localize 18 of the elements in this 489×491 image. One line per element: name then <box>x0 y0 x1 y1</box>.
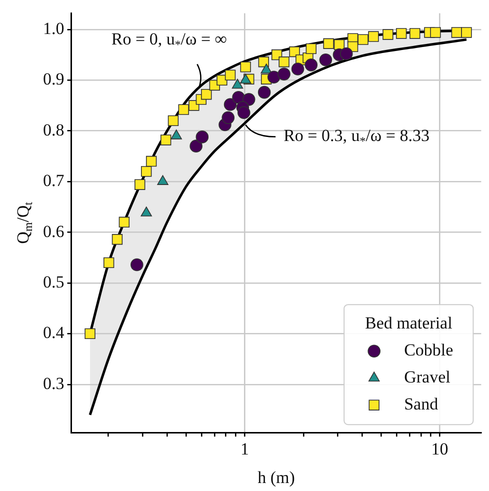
legend-label: Gravel <box>404 368 451 387</box>
annotation: Ro = 0.3, u*/ω = 8.33 <box>284 126 430 148</box>
y-tick-label: 1.0 <box>43 18 64 38</box>
y-tick-label: 0.6 <box>43 222 64 241</box>
x-tick-label: 10 <box>431 439 448 458</box>
y-axis-title: Qm/Qt <box>13 201 36 244</box>
legend-label: Cobble <box>404 340 454 360</box>
y-tick-label: 0.5 <box>43 272 64 292</box>
x-axis-title: h (m) <box>258 468 295 488</box>
y-tick-label: 0.9 <box>43 70 64 89</box>
y-tick-label: 0.3 <box>43 374 64 393</box>
legend-title: Bed material <box>364 314 453 333</box>
y-tick-label: 0.8 <box>43 120 64 140</box>
annotation: Ro = 0, u*/ω = ∞ <box>111 30 227 52</box>
legend-label: Sand <box>404 394 439 414</box>
y-tick-label: 0.4 <box>43 323 65 342</box>
y-tick-label: 0.7 <box>43 171 65 190</box>
x-tick-label: 1 <box>240 439 249 458</box>
